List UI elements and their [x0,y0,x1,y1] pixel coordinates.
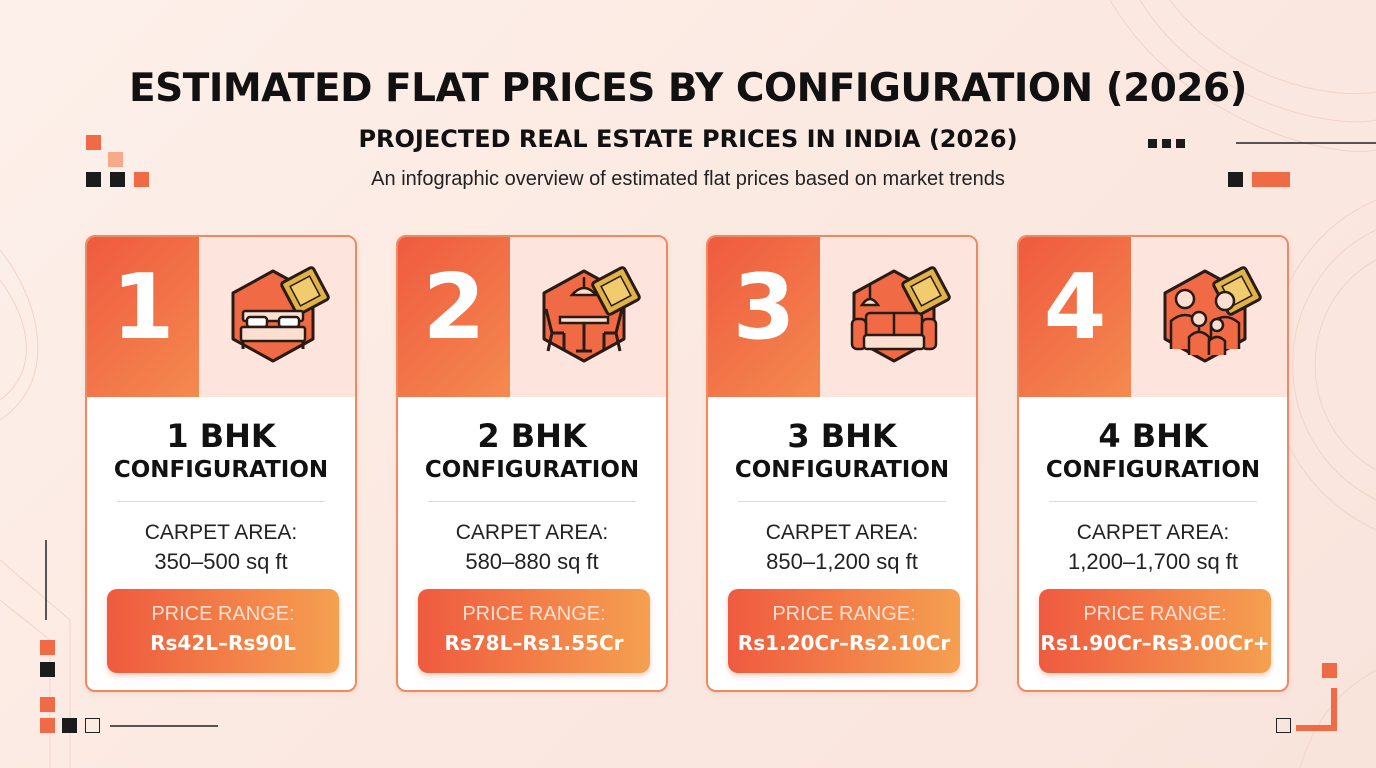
price-range-box: PRICE RANGE: Rs1.90Cr–Rs3.00Cr+ [1039,589,1271,673]
price-range-label: PRICE RANGE: [151,603,295,625]
card-number-box: 1 [87,237,199,397]
deco-square [86,172,101,187]
card-number: 1 [111,255,175,360]
carpet-area-value: 350–500 sq ft [154,549,288,574]
carpet-area-label: CARPET AREA: [765,521,919,544]
card-number-box: 4 [1019,237,1131,397]
page-subtitle: PROJECTED REAL ESTATE PRICES IN INDIA (2… [358,125,1018,153]
divider [117,501,325,502]
card-bhk: 2 BHK [477,417,587,455]
card-bhk: 4 BHK [1098,417,1208,455]
deco-square [134,172,149,187]
carpet-area-value: 1,200–1,700 sq ft [1067,549,1239,574]
card-1bhk: 1 1 BHK CONFIGURATION CARPET AREA: 350–5… [85,235,357,692]
page-title: ESTIMATED FLAT PRICES BY CONFIGURATION (… [129,66,1247,111]
price-range-value: Rs78L–Rs1.55Cr [444,631,624,655]
card-bhk: 1 BHK [166,417,276,455]
divider [1049,501,1257,502]
deco-square [1162,139,1171,148]
deco-square [108,152,123,167]
price-range-value: Rs1.20Cr–Rs2.10Cr [737,631,951,655]
card-config: CONFIGURATION [424,457,640,483]
bed-icon [231,266,330,363]
card-bhk: 3 BHK [787,417,897,455]
price-range-value: Rs42L–Rs90L [150,631,296,655]
card-2bhk: 2 2 BHK CONFIGURATION CARPET AREA: 580–8… [396,235,668,692]
card-number-box: 3 [708,237,820,397]
deco-square [1322,663,1337,678]
deco-square [40,718,55,733]
deco-square [40,697,55,712]
price-range-value: Rs1.90Cr–Rs3.00Cr+ [1040,631,1270,655]
price-range-label: PRICE RANGE: [462,603,606,625]
dining-table-icon [542,266,641,363]
family-icon [1163,266,1262,363]
divider [428,501,636,502]
card-number: 3 [732,255,796,360]
deco-square [40,662,55,677]
page-tagline: An infographic overview of estimated fla… [371,168,1005,190]
deco-square [110,172,125,187]
carpet-area-label: CARPET AREA: [1076,521,1230,544]
deco-square [1148,139,1157,148]
card-number: 2 [422,255,486,360]
carpet-area-value: 850–1,200 sq ft [766,549,918,574]
sofa-icon [850,266,951,363]
deco-square [1276,718,1291,733]
card-3bhk: 3 3 BHK CONFIGURATION CARPET AREA: 850–1… [706,235,978,692]
card-4bhk: 4 4 BHK CONFIGURATION CARPET AREA: 1,200… [1017,235,1289,692]
price-range-label: PRICE RANGE: [1083,603,1227,625]
carpet-area-value: 580–880 sq ft [465,549,599,574]
deco-square [1252,172,1290,187]
price-range-box: PRICE RANGE: Rs42L–Rs90L [107,589,339,673]
card-config: CONFIGURATION [113,457,329,483]
carpet-area-label: CARPET AREA: [144,521,298,544]
deco-square [1228,172,1243,187]
card-number: 4 [1043,255,1107,360]
deco-square [86,135,101,150]
deco-square [1176,139,1185,148]
price-range-box: PRICE RANGE: Rs1.20Cr–Rs2.10Cr [728,589,960,673]
card-config: CONFIGURATION [1045,457,1261,483]
deco-square [62,718,77,733]
price-range-label: PRICE RANGE: [772,603,916,625]
price-range-box: PRICE RANGE: Rs78L–Rs1.55Cr [418,589,650,673]
divider [738,501,946,502]
card-config: CONFIGURATION [734,457,950,483]
carpet-area-label: CARPET AREA: [455,521,609,544]
deco-square [40,640,55,655]
deco-square [85,718,100,733]
card-number-box: 2 [398,237,510,397]
